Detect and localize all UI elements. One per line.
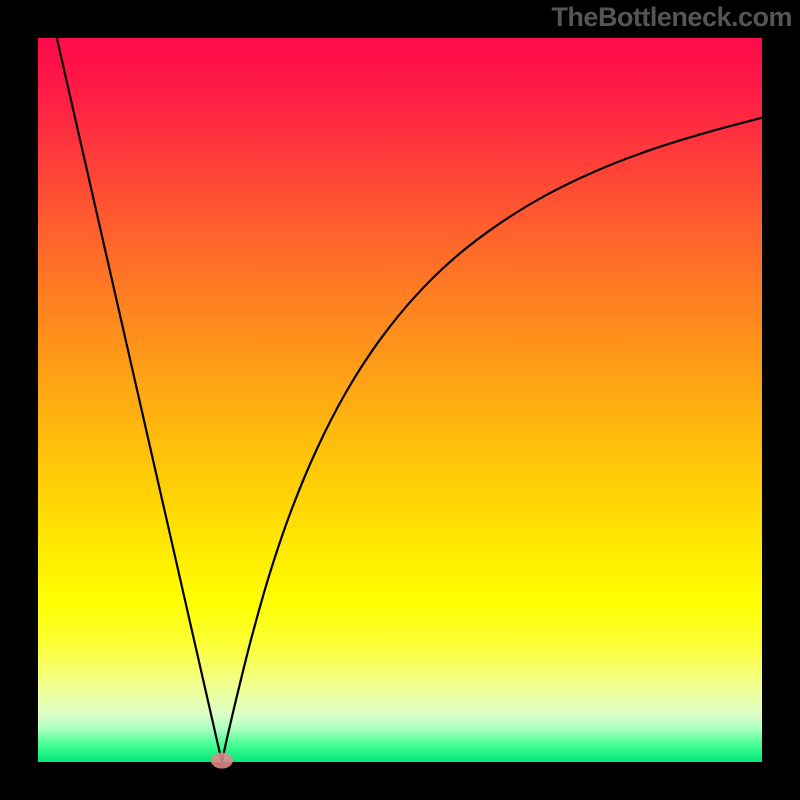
minimum-marker (211, 753, 233, 769)
bottleneck-chart: TheBottleneck.com (0, 0, 800, 800)
gradient-background (38, 38, 762, 762)
chart-svg (0, 0, 800, 800)
watermark-text: TheBottleneck.com (551, 2, 792, 33)
